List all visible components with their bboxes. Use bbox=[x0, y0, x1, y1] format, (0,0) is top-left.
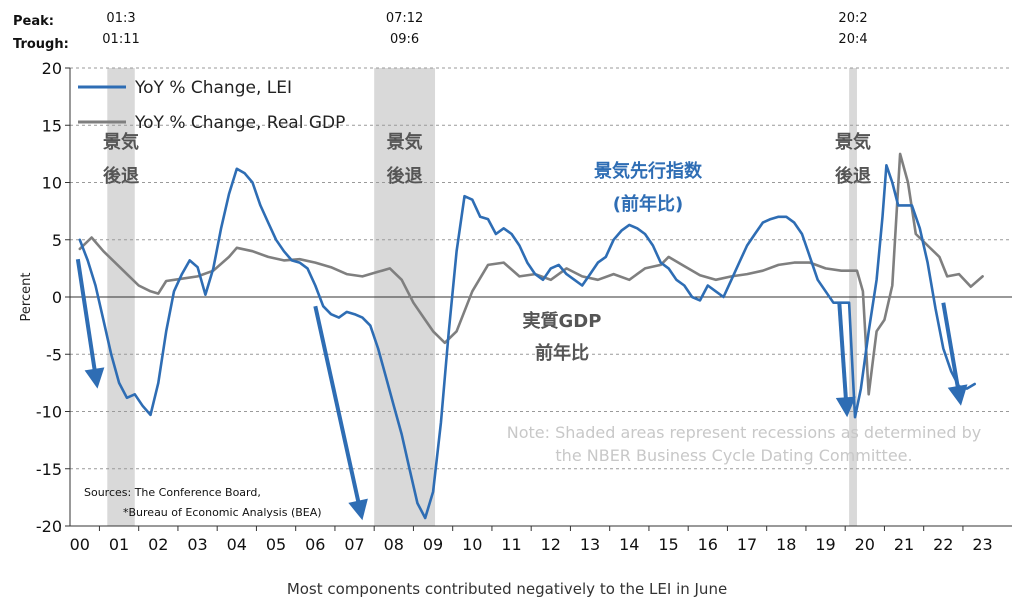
decline-arrow-head-3 bbox=[947, 384, 968, 406]
x-tick-label: 00 bbox=[70, 535, 90, 554]
x-tick-label: 05 bbox=[266, 535, 286, 554]
x-tick-label: 15 bbox=[658, 535, 678, 554]
recession-label-top-2: 景気 bbox=[835, 131, 871, 153]
x-tick-label: 16 bbox=[698, 535, 718, 554]
recession-label-bottom-0: 後退 bbox=[103, 165, 139, 187]
x-tick-label: 23 bbox=[972, 535, 992, 554]
trough-date-1: 09:6 bbox=[390, 32, 419, 47]
x-tick-label: 19 bbox=[815, 535, 835, 554]
gdp-series-line bbox=[78, 152, 984, 396]
x-tick-label: 07 bbox=[344, 535, 364, 554]
x-tick-label: 04 bbox=[227, 535, 247, 554]
lei-annotation-line2: (前年比) bbox=[613, 193, 683, 215]
y-tick-label: -10 bbox=[36, 403, 62, 422]
peak-date-0: 01:3 bbox=[106, 11, 135, 26]
lei-series-line bbox=[78, 164, 976, 520]
y-axis-ticks: 20 15 10 5 0 -5 -10 -15 -20 bbox=[36, 59, 70, 536]
y-axis-label: Percent bbox=[19, 273, 34, 322]
y-tick-label: 0 bbox=[52, 288, 62, 307]
trough-date-0: 01:11 bbox=[102, 32, 139, 47]
y-tick-label: 15 bbox=[42, 116, 62, 135]
x-tick-label: 13 bbox=[580, 535, 600, 554]
y-tick-label: -15 bbox=[36, 460, 62, 479]
decline-arrow-shaft-0 bbox=[75, 258, 98, 374]
trough-date-2: 20:4 bbox=[838, 32, 867, 47]
x-tick-label: 12 bbox=[541, 535, 561, 554]
x-tick-label: 20 bbox=[855, 535, 875, 554]
x-tick-label: 17 bbox=[737, 535, 757, 554]
decline-arrow-head-0 bbox=[84, 367, 105, 389]
x-tick-label: 21 bbox=[894, 535, 914, 554]
legend-label-gdp: YoY % Change, Real GDP bbox=[134, 113, 345, 133]
source-line1: Sources: The Conference Board, bbox=[84, 486, 261, 499]
y-tick-label: -5 bbox=[46, 345, 62, 364]
note-line1: Note: Shaded areas represent recessions … bbox=[507, 423, 981, 442]
decline-arrow-shaft-3 bbox=[941, 302, 961, 391]
x-tick-label: 22 bbox=[933, 535, 953, 554]
gdp-annotation-line1: 実質GDP bbox=[523, 310, 602, 332]
decline-arrow-head-1 bbox=[348, 498, 368, 521]
decline-arrow-shaft-1 bbox=[313, 305, 361, 506]
series-lines bbox=[78, 152, 984, 520]
x-tick-label: 02 bbox=[148, 535, 168, 554]
chart-caption: Most components contributed negatively t… bbox=[287, 580, 727, 598]
peak-trough-labels: 01:3 01:11 07:12 09:6 20:2 20:4 bbox=[102, 11, 867, 47]
peak-header: Peak: bbox=[13, 14, 54, 29]
recession-label-top-0: 景気 bbox=[103, 131, 139, 153]
decline-arrow-head-2 bbox=[835, 396, 856, 418]
peak-date-1: 07:12 bbox=[386, 11, 423, 26]
trough-header: Trough: bbox=[13, 37, 69, 52]
x-tick-label: 14 bbox=[619, 535, 639, 554]
decline-arrows bbox=[75, 258, 968, 521]
source-line2: *Bureau of Economic Analysis (BEA) bbox=[123, 506, 322, 519]
x-tick-label: 10 bbox=[462, 535, 482, 554]
decline-arrow-shaft-2 bbox=[837, 302, 849, 402]
recession-label-bottom-2: 後退 bbox=[835, 165, 871, 187]
peak-date-2: 20:2 bbox=[838, 11, 867, 26]
gdp-annotation-line2: 前年比 bbox=[535, 342, 589, 364]
legend-label-lei: YoY % Change, LEI bbox=[134, 78, 292, 98]
x-tick-label: 18 bbox=[776, 535, 796, 554]
x-tick-label: 08 bbox=[384, 535, 404, 554]
legend: YoY % Change, LEI YoY % Change, Real GDP bbox=[78, 78, 345, 133]
recession-label-top-1: 景気 bbox=[387, 131, 423, 153]
y-tick-label: 10 bbox=[42, 174, 62, 193]
y-tick-label: 5 bbox=[52, 231, 62, 250]
lei-annotation-line1: 景気先行指数 bbox=[594, 160, 703, 182]
note-line2: the NBER Business Cycle Dating Committee… bbox=[555, 446, 912, 465]
x-tick-label: 03 bbox=[187, 535, 207, 554]
y-tick-label: -20 bbox=[36, 517, 62, 536]
x-tick-label: 11 bbox=[501, 535, 521, 554]
y-tick-label: 20 bbox=[42, 59, 62, 78]
x-tick-label: 09 bbox=[423, 535, 443, 554]
recession-label-bottom-1: 後退 bbox=[387, 165, 423, 187]
x-axis-ticks: 00 01 02 03 04 05 06 07 08 09 10 11 12 13 14 15 16 17 18 19… bbox=[59, 526, 993, 554]
x-tick-label: 01 bbox=[109, 535, 129, 554]
x-tick-label: 06 bbox=[305, 535, 325, 554]
